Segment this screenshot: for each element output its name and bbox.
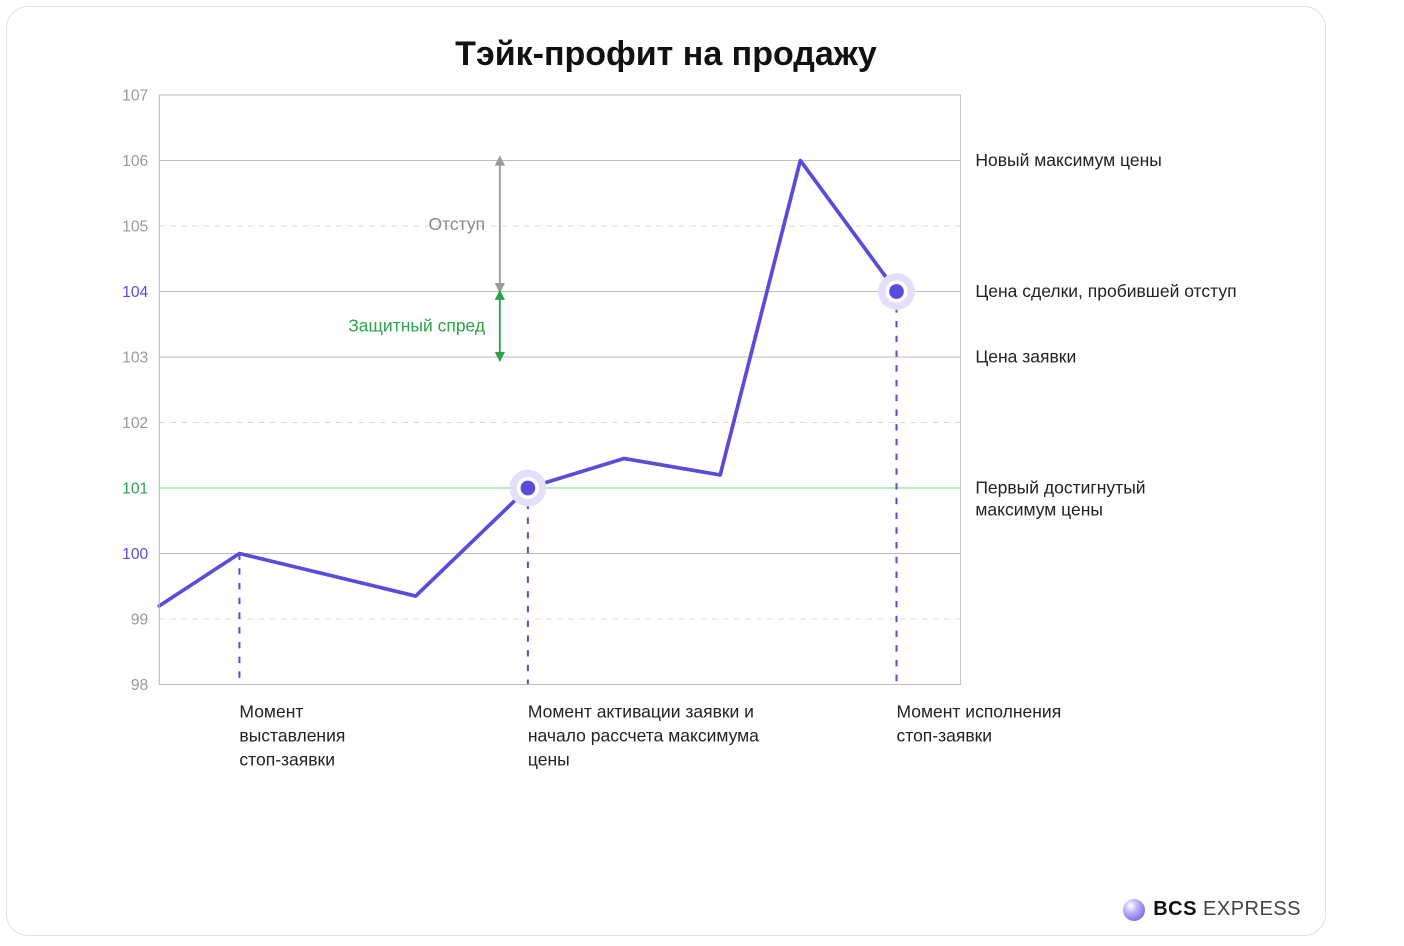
chart-card: Тэйк-профит на продажу 107 106 105 104 103 10… bbox=[6, 6, 1326, 936]
logo-thin: EXPRESS bbox=[1203, 898, 1301, 920]
y-tick-label: 98 bbox=[131, 677, 149, 694]
event-marker bbox=[889, 284, 904, 299]
y-tick-label: 102 bbox=[122, 415, 148, 432]
y-tick-label: 101 bbox=[122, 481, 148, 498]
right-annotation: максимум цены bbox=[975, 500, 1103, 520]
x-annotation: Момент исполнения bbox=[897, 702, 1062, 722]
y-tick-label: 105 bbox=[122, 219, 148, 236]
x-annotation: Момент bbox=[239, 702, 303, 722]
x-annotation: Момент активации заявки и bbox=[528, 702, 754, 722]
y-tick-label: 99 bbox=[131, 612, 148, 629]
x-annotation: выставления bbox=[239, 726, 345, 746]
right-annotation: Цена заявки bbox=[975, 347, 1076, 367]
x-annotation: стоп-заявки bbox=[239, 750, 335, 770]
y-tick-label: 106 bbox=[122, 153, 148, 170]
y-tick-label: 107 bbox=[122, 88, 148, 105]
y-tick-label: 103 bbox=[122, 350, 148, 367]
range-label: Отступ bbox=[428, 214, 485, 234]
y-tick-label: 100 bbox=[122, 546, 148, 563]
price-series bbox=[159, 160, 896, 605]
x-annotation: начало рассчета максимума bbox=[528, 726, 759, 746]
right-annotation: Первый достигнутый bbox=[975, 478, 1145, 498]
right-annotation: Новый максимум цены bbox=[975, 150, 1162, 170]
right-annotation: Цена сделки, пробившей отступ bbox=[975, 281, 1236, 301]
logo-bold: BCS bbox=[1153, 898, 1197, 920]
logo-icon bbox=[1123, 899, 1145, 921]
y-tick-label: 104 bbox=[122, 284, 148, 301]
line-chart: 1071061051041031021011009998 ОтступЗащит… bbox=[51, 95, 1301, 795]
chart-title: Тэйк-профит на продажу bbox=[7, 35, 1325, 74]
brand-logo: BCS EXPRESS bbox=[1123, 898, 1301, 921]
event-marker bbox=[521, 481, 536, 496]
x-annotation: цены bbox=[528, 750, 570, 770]
chart-container: 1071061051041031021011009998 ОтступЗащит… bbox=[51, 95, 1301, 795]
x-annotation: стоп-заявки bbox=[897, 726, 993, 746]
range-label: Защитный спред bbox=[348, 315, 485, 335]
